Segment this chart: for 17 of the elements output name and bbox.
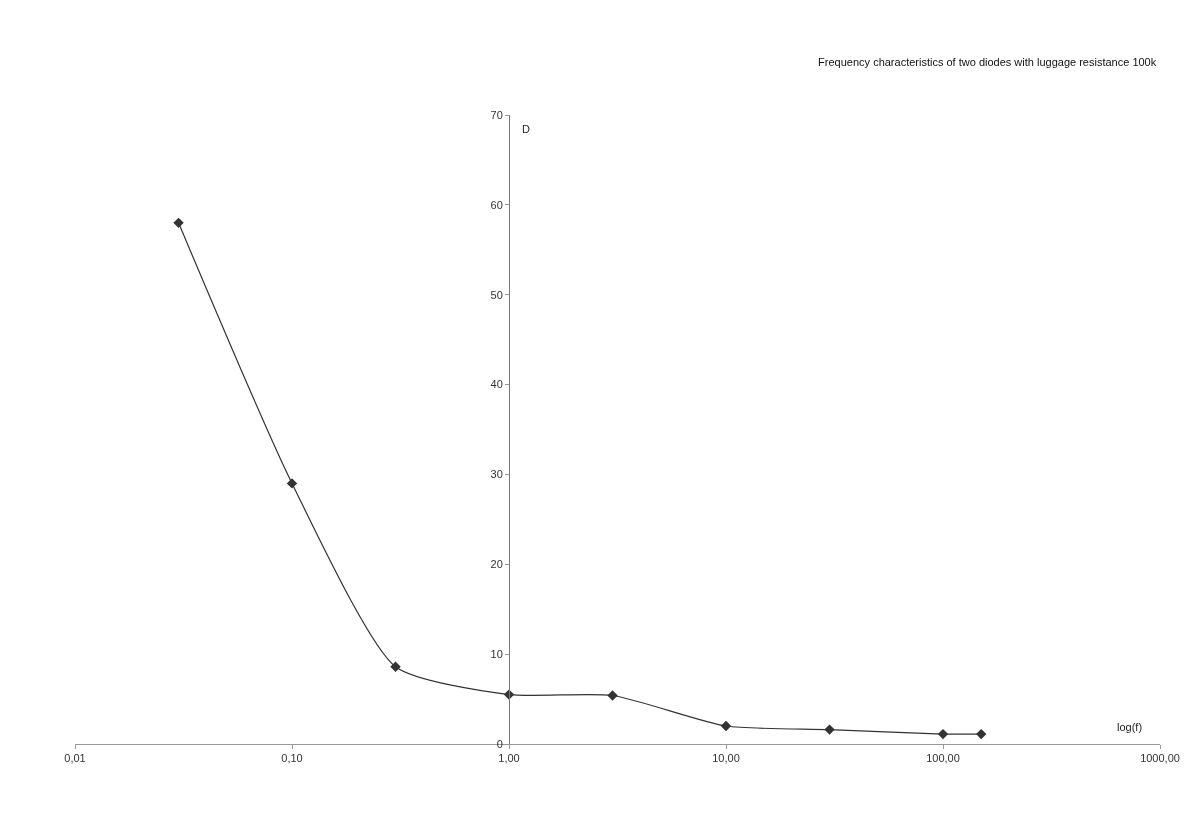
y-tick-label: 60 bbox=[490, 198, 503, 211]
y-tick-label: 10 bbox=[490, 647, 503, 660]
y-tick-label: 0 bbox=[496, 737, 503, 750]
x-tick-label: 100,00 bbox=[926, 752, 960, 765]
y-tick-label: 50 bbox=[490, 288, 503, 301]
x-tick-label: 10,00 bbox=[712, 752, 740, 765]
x-tick-label: 0,01 bbox=[64, 752, 86, 765]
x-axis-title: log(f) bbox=[1117, 721, 1143, 733]
y-tick-label: 20 bbox=[490, 558, 503, 571]
y-tick-label: 40 bbox=[490, 378, 503, 391]
y-tick-label: 30 bbox=[490, 468, 503, 481]
x-tick-label: 1,00 bbox=[498, 752, 520, 765]
x-tick-label: 0,10 bbox=[281, 752, 303, 765]
y-tick-label: 70 bbox=[490, 108, 503, 121]
y-axis-title: D bbox=[522, 123, 530, 135]
x-tick-label: 1000,00 bbox=[1140, 752, 1180, 765]
chart-title: Frequency characteristics of two diodes with luggage resistance 100k bbox=[818, 56, 1157, 69]
